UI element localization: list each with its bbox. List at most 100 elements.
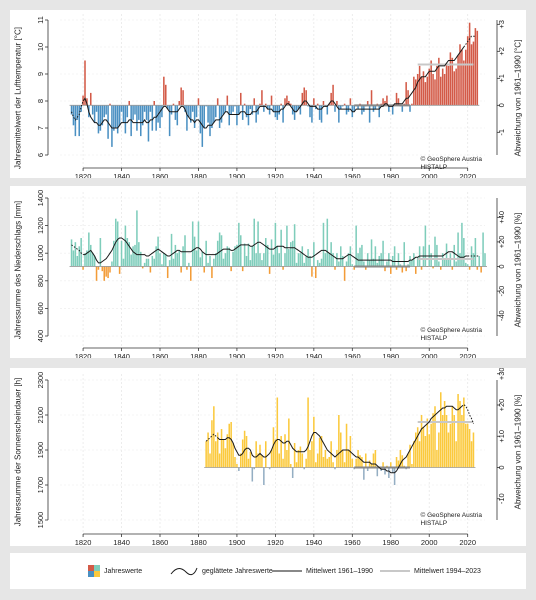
bar-1935 — [303, 87, 305, 106]
bar-2005 — [438, 261, 440, 267]
bar-1872 — [182, 246, 184, 267]
bar-2017 — [461, 49, 463, 106]
bar-2003 — [434, 79, 436, 106]
bar-1905 — [245, 436, 248, 468]
bar-1942 — [316, 260, 319, 267]
bar-1862 — [163, 76, 165, 106]
smoothed-line-icon — [170, 567, 198, 576]
bar-1916 — [266, 244, 269, 267]
bar-2020 — [466, 423, 469, 468]
bar-1828 — [97, 105, 100, 134]
legend-mean-recent-label: Mittelwert 1994–2023 — [414, 567, 481, 575]
bar-1973 — [376, 262, 379, 267]
bar-1989 — [407, 264, 409, 267]
bar-1891 — [218, 453, 221, 468]
bar-1962 — [355, 225, 357, 267]
bar-1907 — [249, 451, 252, 468]
bar-1906 — [247, 458, 250, 468]
bar-1895 — [226, 95, 229, 106]
bar-1937 — [307, 397, 309, 468]
bar-1873 — [184, 235, 186, 267]
bar-1948 — [328, 457, 330, 468]
bar-1856 — [151, 255, 154, 267]
bar-1938 — [309, 105, 311, 118]
bar-1836 — [113, 105, 115, 131]
bar-1947 — [326, 458, 329, 468]
bar-1848 — [136, 210, 138, 267]
bar-1956 — [343, 266, 346, 281]
bar-1954 — [340, 105, 342, 110]
bar-1874 — [186, 105, 188, 131]
x-tick-label: 1820 — [75, 538, 92, 546]
bar-1983 — [395, 457, 398, 468]
bar-1853 — [145, 105, 148, 120]
bar-1921 — [276, 397, 279, 468]
bar-1940 — [313, 416, 315, 468]
bar-1902 — [240, 235, 242, 267]
bar-2009 — [445, 63, 448, 106]
bar-1814 — [70, 105, 73, 115]
sunshine-chart: 1500 1700 1900 2100 2300 -10 0 +10 +20 +30 1820 184… — [36, 368, 506, 546]
bar-1841 — [122, 258, 125, 267]
bars — [205, 392, 475, 485]
bar-1979 — [388, 105, 390, 112]
bar-2002 — [432, 74, 434, 106]
bar-1904 — [243, 430, 246, 468]
bar-1917 — [268, 467, 271, 470]
bar-2002 — [432, 413, 434, 468]
bar-1835 — [111, 105, 113, 147]
bar-1845 — [130, 105, 132, 137]
bar-1825 — [91, 105, 94, 115]
y2-tick-label: -20 — [497, 286, 506, 297]
bar-1831 — [103, 105, 105, 118]
bar-1900 — [236, 105, 238, 126]
bar-1865 — [168, 260, 171, 267]
bar-1971 — [372, 105, 375, 112]
bar-2019 — [465, 49, 467, 106]
legend-mean-ref: Mittelwert 1961–1990 — [272, 565, 373, 577]
bar-1968 — [366, 467, 369, 471]
bar-1927 — [288, 249, 290, 267]
bar-1902 — [240, 92, 242, 106]
smoothed-line — [83, 237, 468, 264]
bar-1917 — [268, 105, 271, 115]
bar-1958 — [347, 253, 350, 267]
bar-1899 — [234, 457, 236, 468]
bar-2013 — [453, 71, 455, 106]
bar-1842 — [124, 105, 127, 134]
x-tick-label: 2020 — [459, 352, 476, 358]
y2-tick-label: +10 — [497, 430, 506, 443]
bar-1884 — [205, 105, 207, 107]
bar-1882 — [201, 251, 204, 267]
bar-1951 — [334, 467, 336, 470]
bar-2013 — [453, 244, 455, 267]
bar-1815 — [72, 250, 75, 267]
y2-tick-label: 0 — [497, 103, 506, 107]
bar-1825 — [91, 253, 94, 267]
bar-1953 — [338, 415, 340, 468]
bar-1918 — [270, 239, 273, 267]
bar-1996 — [420, 76, 423, 106]
bar-1839 — [118, 266, 121, 274]
bar-1885 — [207, 105, 209, 123]
bar-1918 — [270, 450, 273, 468]
bar-1909 — [253, 98, 255, 106]
bar-1932 — [297, 450, 300, 468]
bar-1938 — [309, 255, 311, 267]
bar-1946 — [324, 105, 327, 107]
bar-1879 — [195, 105, 198, 118]
bar-1874 — [186, 266, 188, 270]
bar-1978 — [386, 261, 388, 267]
bar-2001 — [430, 60, 432, 106]
bar-1936 — [305, 255, 307, 267]
bar-1971 — [372, 258, 375, 267]
bar-1877 — [191, 221, 194, 267]
bar-1917 — [268, 266, 271, 274]
bar-1909 — [253, 467, 255, 470]
bar-1947 — [326, 218, 329, 267]
bar-1984 — [397, 98, 400, 106]
x-tick-label: 2000 — [421, 538, 438, 546]
bar-1843 — [126, 238, 129, 267]
bar-1866 — [170, 233, 173, 267]
bar-1954 — [340, 246, 342, 267]
